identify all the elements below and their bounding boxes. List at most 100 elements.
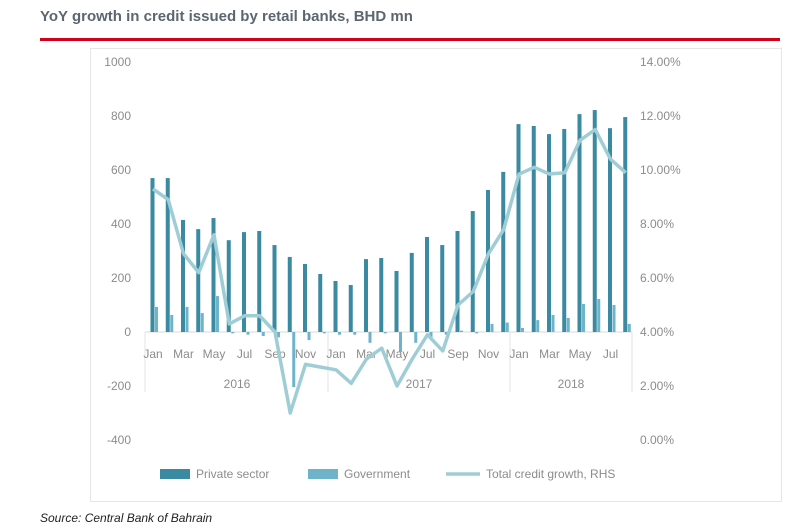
bar-private-sector	[287, 256, 292, 332]
y-tick-label: 0	[124, 325, 131, 339]
y-tick-label: 200	[111, 271, 131, 285]
bar-private-sector	[455, 231, 460, 332]
bar-private-sector	[592, 110, 597, 332]
bar-private-sector	[516, 124, 521, 332]
y2-tick-label: 12.00%	[640, 109, 681, 123]
bar-government	[490, 323, 494, 332]
bar-private-sector	[379, 258, 384, 332]
bar-government	[627, 323, 631, 332]
bar-government	[185, 306, 189, 332]
bar-government	[383, 332, 387, 334]
x-tick-label: Sep	[447, 347, 469, 361]
y2-tick-label: 0.00%	[640, 433, 674, 447]
bar-private-sector	[257, 231, 262, 332]
legend-label: Private sector	[196, 467, 269, 481]
bar-private-sector	[623, 117, 628, 332]
y-tick-label: -200	[107, 379, 131, 393]
bar-private-sector	[440, 245, 445, 332]
bar-government	[353, 332, 357, 335]
y2-tick-label: 8.00%	[640, 217, 674, 231]
bar-government	[566, 317, 570, 332]
bar-private-sector	[272, 245, 277, 332]
legend-label: Total credit growth, RHS	[486, 467, 615, 481]
bar-government	[170, 314, 174, 332]
y-tick-label: -400	[107, 433, 131, 447]
legend-swatch-government	[308, 469, 338, 479]
bar-government	[505, 322, 509, 332]
source-note: Source: Central Bank of Bahrain	[40, 511, 213, 525]
bar-private-sector	[425, 236, 429, 332]
bar-private-sector	[181, 219, 185, 332]
bar-private-sector	[562, 128, 567, 332]
bar-government	[429, 332, 433, 338]
y2-tick-label: 10.00%	[640, 163, 681, 177]
x-tick-label: Mar	[173, 347, 194, 361]
bar-government	[292, 332, 296, 388]
bar-government	[414, 332, 418, 343]
bar-private-sector	[150, 178, 155, 332]
bar-private-sector	[394, 270, 399, 332]
year-label: 2016	[224, 377, 251, 391]
bar-private-sector	[577, 114, 582, 332]
bar-private-sector	[303, 263, 307, 332]
bar-government	[597, 299, 601, 332]
bar-government	[322, 332, 326, 334]
bar-government	[551, 314, 555, 332]
bar-government	[536, 320, 540, 332]
legend-swatch-private	[160, 469, 190, 479]
bar-private-sector	[211, 218, 216, 332]
year-label: 2017	[406, 377, 433, 391]
bar-government	[521, 327, 524, 332]
bar-private-sector	[547, 134, 551, 332]
bar-private-sector	[333, 280, 338, 332]
bar-government	[246, 332, 250, 335]
y2-tick-label: 6.00%	[640, 271, 674, 285]
bar-government	[444, 332, 448, 335]
x-tick-label: May	[386, 347, 409, 361]
y-tick-label: 600	[111, 163, 131, 177]
x-tick-label: Jul	[603, 347, 618, 361]
x-tick-label: Jul	[420, 347, 435, 361]
bar-government	[307, 332, 311, 341]
x-tick-label: Mar	[356, 347, 377, 361]
x-tick-label: Jan	[143, 347, 162, 361]
chart-frame	[90, 48, 782, 502]
bar-private-sector	[364, 259, 368, 332]
legend-label: Government	[344, 467, 411, 481]
bar-private-sector	[226, 240, 231, 332]
x-tick-label: May	[203, 347, 226, 361]
x-tick-label: Sep	[264, 347, 286, 361]
bar-private-sector	[486, 189, 490, 332]
bar-private-sector	[165, 178, 170, 332]
title-rule	[40, 38, 780, 41]
bar-private-sector	[318, 273, 323, 332]
bar-private-sector	[608, 128, 612, 332]
bar-government	[460, 330, 463, 332]
bar-government	[399, 332, 402, 352]
bar-private-sector	[196, 229, 201, 332]
chart-title: YoY growth in credit issued by retail ba…	[40, 8, 413, 25]
bar-private-sector	[348, 285, 353, 332]
bar-government	[200, 313, 204, 332]
bar-government	[612, 305, 616, 332]
y2-tick-label: 4.00%	[640, 325, 674, 339]
bar-private-sector	[531, 125, 536, 333]
bar-private-sector	[470, 211, 475, 332]
bar-government	[216, 296, 219, 332]
bar-government	[338, 332, 341, 335]
bar-government	[261, 332, 265, 337]
x-tick-label: Jan	[509, 347, 528, 361]
bar-private-sector	[409, 252, 414, 332]
bar-government	[231, 332, 235, 334]
bar-private-sector	[501, 171, 506, 332]
bar-government	[582, 303, 585, 332]
y-tick-label: 800	[111, 109, 131, 123]
year-label: 2018	[558, 377, 585, 391]
bar-private-sector	[242, 232, 246, 332]
x-tick-label: Nov	[478, 347, 499, 361]
y2-tick-label: 2.00%	[640, 379, 674, 393]
bar-government	[368, 332, 372, 343]
y2-tick-label: 14.00%	[640, 55, 681, 69]
x-tick-label: Mar	[539, 347, 560, 361]
